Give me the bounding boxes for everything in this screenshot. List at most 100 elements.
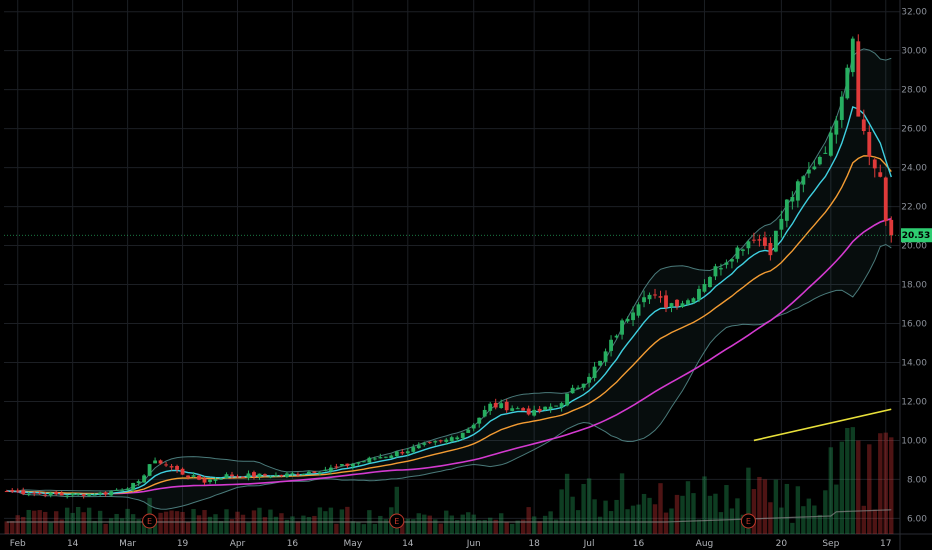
candle-body — [26, 493, 31, 495]
volume-bar — [152, 519, 158, 534]
volume-bar — [262, 517, 268, 534]
candle-body — [746, 241, 751, 249]
volume-bar — [460, 514, 465, 534]
candle-body — [268, 476, 273, 478]
candle-body — [515, 408, 520, 410]
volume-bar — [889, 437, 894, 534]
candle-body — [246, 473, 251, 478]
last-price-tag: 20.53 — [4, 228, 932, 243]
candle-body — [208, 479, 212, 482]
candle-body — [702, 283, 707, 292]
candle-body — [70, 493, 75, 496]
volume-bar — [696, 519, 702, 534]
candle-body — [592, 366, 597, 378]
candle-body — [856, 41, 861, 117]
candle-body — [740, 249, 745, 251]
candle-body — [801, 176, 806, 185]
volume-bar — [630, 505, 636, 534]
volume-bar — [114, 513, 119, 534]
candle-body — [334, 466, 339, 468]
volume-bar — [834, 484, 839, 534]
volume-bar — [103, 523, 108, 534]
price-axis: 6.00 8.00 10.00 12.00 14.00 16.00 18.00 20.00 22… — [901, 8, 927, 525]
volume-bar — [548, 511, 553, 534]
candle-body — [103, 492, 108, 495]
candle-body — [109, 491, 114, 496]
candle-body — [21, 490, 26, 494]
price-tick-label: 20.00 — [901, 242, 927, 252]
earnings-marker: E — [389, 513, 405, 529]
volume-bar — [559, 489, 564, 534]
candle-body — [570, 387, 575, 394]
volume-bar — [416, 513, 421, 534]
candle-body — [367, 457, 372, 463]
candle-body — [306, 471, 311, 474]
earnings-marker-label: E — [147, 517, 152, 526]
volume-bar — [471, 514, 476, 534]
candle-body — [87, 493, 92, 496]
mid-moving-average — [6, 155, 892, 495]
candle-body — [565, 393, 570, 406]
candle-body — [872, 159, 877, 169]
candle-body — [499, 403, 504, 408]
price-tick-label: 16.00 — [901, 320, 927, 330]
volume-bar — [466, 512, 471, 534]
volume-bar — [773, 479, 779, 534]
volume-bar — [531, 516, 537, 534]
volume-bar — [163, 511, 169, 534]
price-tick-label: 30.00 — [901, 47, 927, 57]
candle-body — [235, 476, 240, 478]
volume-bar — [141, 521, 147, 534]
candle-body — [482, 409, 487, 417]
volume-bar — [779, 507, 784, 534]
candle-body — [839, 96, 844, 120]
candle-body — [784, 199, 789, 221]
candle-body — [757, 239, 762, 241]
candle-body — [603, 351, 608, 362]
candle-body — [548, 406, 553, 409]
candle-body — [878, 172, 883, 177]
candle-body — [411, 447, 416, 452]
candle-body — [15, 490, 20, 492]
price-tick-label: 24.00 — [901, 164, 927, 174]
time-tick-label: Jun — [466, 539, 481, 549]
volume-bar — [751, 489, 757, 534]
candle-body — [686, 300, 690, 305]
volume-bar — [790, 522, 795, 534]
volume-bar — [597, 516, 603, 534]
volume-bar — [328, 507, 334, 534]
volume-bar — [64, 507, 70, 534]
price-tick-label: 10.00 — [901, 436, 927, 446]
volume-bar — [724, 485, 729, 534]
candle-body — [219, 478, 223, 480]
candle-body — [460, 432, 465, 439]
candle-body — [345, 463, 350, 466]
candle-body — [493, 402, 498, 408]
candle-body — [823, 152, 828, 154]
candle-body — [883, 177, 888, 222]
volume-bar — [59, 519, 64, 534]
candle-body — [290, 473, 295, 475]
time-tick-label: 17 — [880, 539, 891, 549]
candle-body — [642, 297, 646, 303]
candle-body — [197, 475, 201, 480]
candle-body — [76, 493, 81, 495]
candle-body — [323, 469, 328, 471]
candle-body — [664, 295, 668, 308]
fast-moving-average — [6, 105, 892, 496]
candle-body — [158, 460, 163, 464]
volume-bar — [537, 521, 542, 534]
price-tick-label: 32.00 — [901, 8, 927, 18]
volume-bar — [878, 433, 883, 534]
candle-body — [427, 441, 432, 443]
price-tick-label: 28.00 — [901, 86, 927, 96]
volume-bar — [312, 515, 317, 534]
candle-body — [790, 197, 795, 202]
earnings-marker: E — [740, 513, 756, 529]
candle-body — [455, 437, 460, 440]
candle-body — [444, 439, 449, 442]
candle-body — [708, 277, 712, 288]
candle-body — [136, 481, 141, 484]
